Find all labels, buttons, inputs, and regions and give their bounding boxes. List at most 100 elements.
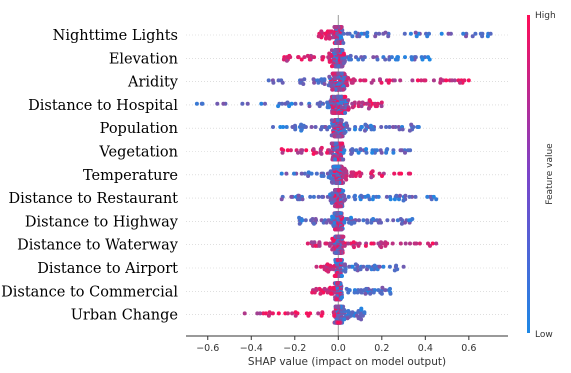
shap-point xyxy=(318,100,323,105)
shap-point xyxy=(339,71,344,76)
shap-point xyxy=(367,98,372,103)
shap-point xyxy=(363,128,367,133)
shap-point xyxy=(344,174,349,178)
shap-point xyxy=(379,80,384,85)
feature-label: Nighttime Lights xyxy=(53,28,178,44)
shap-point xyxy=(279,147,284,152)
shap-point xyxy=(409,122,414,127)
shap-point xyxy=(388,291,393,296)
shap-point xyxy=(296,55,301,60)
shap-point xyxy=(321,220,326,225)
shap-point xyxy=(200,101,205,106)
shap-point xyxy=(346,241,351,246)
shap-point xyxy=(407,218,412,223)
shap-point xyxy=(335,118,340,123)
shap-point xyxy=(336,234,341,239)
shap-point xyxy=(301,82,306,86)
shap-point xyxy=(363,291,368,296)
shap-point xyxy=(357,241,362,246)
shap-point xyxy=(335,94,340,99)
shap-point xyxy=(369,80,374,85)
shap-point xyxy=(376,194,381,199)
shap-point xyxy=(245,101,250,106)
shap-point xyxy=(370,150,375,155)
shap-point xyxy=(372,263,377,268)
shap-point xyxy=(334,141,339,146)
shap-point xyxy=(336,320,341,325)
feature-label: Aridity xyxy=(127,75,179,91)
shap-point xyxy=(339,64,344,69)
shap-point xyxy=(290,125,295,129)
shap-point xyxy=(458,80,462,85)
shap-point xyxy=(351,240,356,245)
shap-point xyxy=(308,194,313,199)
shap-point xyxy=(358,147,363,152)
shap-point xyxy=(466,78,471,83)
shap-point xyxy=(419,78,424,83)
shap-point xyxy=(340,234,345,239)
shap-point xyxy=(280,80,285,85)
shap-point xyxy=(431,78,436,83)
shap-point xyxy=(350,34,355,39)
shap-point xyxy=(392,78,397,83)
shap-point xyxy=(325,100,330,105)
shap-point xyxy=(350,148,355,153)
shap-point xyxy=(385,218,390,223)
shap-point xyxy=(284,125,289,129)
shap-point xyxy=(403,150,407,155)
shap-point xyxy=(399,221,404,226)
shap-point xyxy=(349,151,354,156)
shap-point xyxy=(326,269,331,274)
shap-point xyxy=(335,204,340,209)
shap-point xyxy=(327,36,332,41)
shap-point xyxy=(330,236,335,241)
shap-point xyxy=(331,110,336,115)
shap-point xyxy=(330,87,335,92)
shap-point xyxy=(325,262,330,267)
shap-point xyxy=(384,125,389,129)
shap-point xyxy=(342,94,347,99)
shap-point xyxy=(194,101,199,106)
shap-point xyxy=(342,166,347,171)
shap-point xyxy=(378,77,382,82)
shap-point xyxy=(311,194,316,199)
shap-point xyxy=(299,171,304,176)
shap-point xyxy=(336,164,341,169)
shap-point xyxy=(356,104,361,109)
shap-point xyxy=(355,290,360,295)
shap-point xyxy=(336,304,341,309)
shap-point xyxy=(339,118,344,123)
shap-point xyxy=(240,101,245,106)
shap-point xyxy=(473,31,478,36)
shap-point xyxy=(367,264,372,269)
shap-point xyxy=(344,177,349,182)
x-tick-label: −0.4 xyxy=(240,343,263,354)
shap-point xyxy=(346,309,351,313)
shap-point xyxy=(331,267,336,272)
shap-point xyxy=(348,53,353,58)
feature-labels: Nighttime Lights Elevation Aridity Distance… xyxy=(1,28,179,324)
shap-point xyxy=(386,80,391,85)
shap-point xyxy=(394,193,399,198)
shap-point xyxy=(334,297,339,302)
shap-point xyxy=(279,171,284,176)
shap-point xyxy=(325,105,330,110)
shap-point xyxy=(300,197,305,202)
shap-point xyxy=(338,87,343,92)
shap-point xyxy=(324,241,329,246)
shap-point xyxy=(261,311,266,316)
shap-point xyxy=(323,31,328,36)
shap-point xyxy=(376,241,381,246)
shap-point xyxy=(313,125,318,129)
shap-point xyxy=(287,104,292,109)
shap-point xyxy=(330,214,335,219)
shap-point xyxy=(270,311,275,316)
shap-points xyxy=(194,25,493,325)
shap-point xyxy=(319,145,324,150)
shap-point xyxy=(293,310,298,315)
shap-point xyxy=(364,150,369,155)
shap-point xyxy=(387,264,392,269)
shap-point xyxy=(394,263,399,268)
shap-point xyxy=(340,141,345,146)
